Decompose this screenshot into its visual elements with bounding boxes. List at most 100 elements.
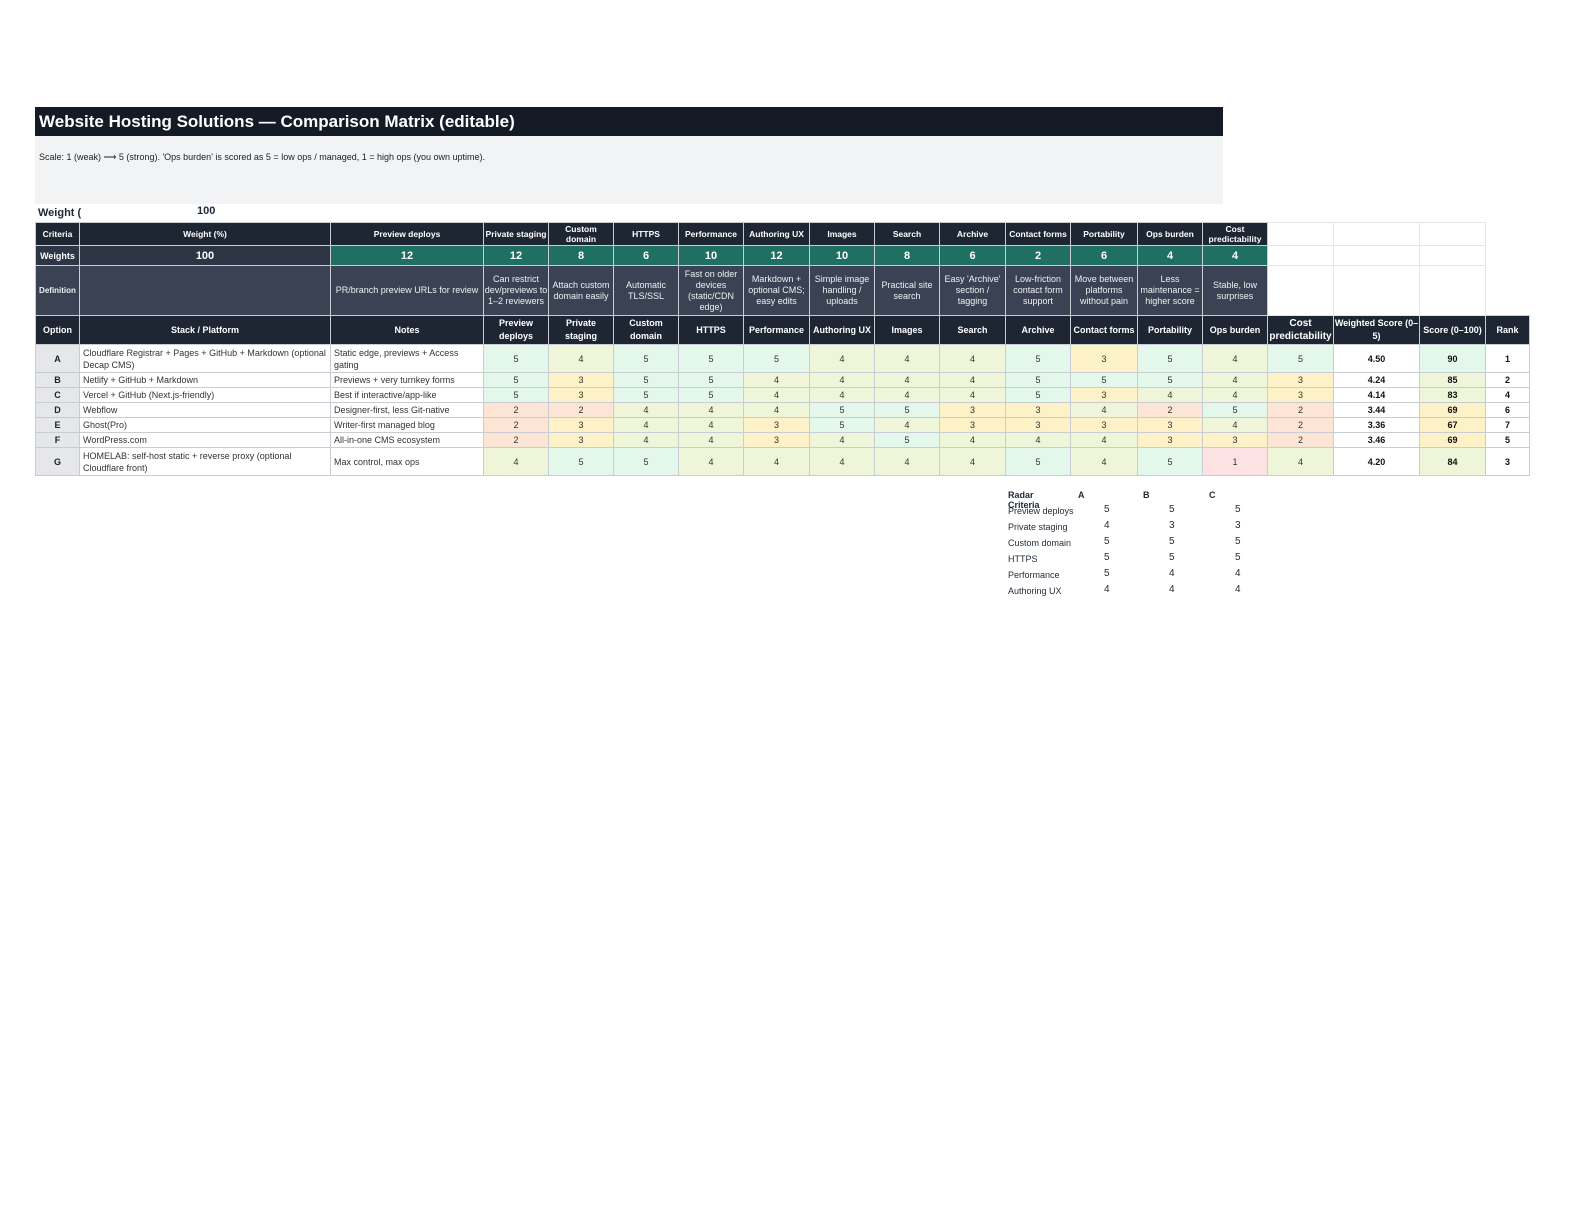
score-cell[interactable]: 4 xyxy=(678,402,744,418)
score-cell[interactable]: 4 xyxy=(743,387,810,403)
empty-cell[interactable] xyxy=(1333,245,1420,266)
score-cell[interactable]: 4 xyxy=(809,372,875,388)
score-cell[interactable]: 4 xyxy=(613,417,679,433)
score-cell[interactable]: 5 xyxy=(483,387,549,403)
score-cell[interactable]: 5 xyxy=(1202,402,1268,418)
score-cell[interactable]: 5 xyxy=(613,344,679,373)
score-cell[interactable]: 4 xyxy=(743,402,810,418)
empty-cell[interactable] xyxy=(1267,222,1334,246)
radar-value[interactable]: 5 xyxy=(1169,536,1175,547)
score-cell[interactable]: 5 xyxy=(613,447,679,476)
score-cell[interactable]: 4 xyxy=(678,432,744,448)
score-cell[interactable]: 3 xyxy=(1137,417,1203,433)
score-cell[interactable]: 3 xyxy=(1202,432,1268,448)
radar-value[interactable]: 4 xyxy=(1235,568,1241,579)
score-cell[interactable]: 4 xyxy=(613,432,679,448)
score-cell[interactable]: 4 xyxy=(809,387,875,403)
score-cell[interactable]: 4 xyxy=(809,447,875,476)
score-cell[interactable]: 1 xyxy=(1202,447,1268,476)
score-cell[interactable]: 3 xyxy=(743,417,810,433)
score-cell[interactable]: 3 xyxy=(743,432,810,448)
notes-cell[interactable]: Previews + very turnkey forms xyxy=(330,372,484,388)
score-cell[interactable]: 2 xyxy=(483,402,549,418)
score-cell[interactable]: 3 xyxy=(1137,432,1203,448)
score-cell[interactable]: 4 xyxy=(743,372,810,388)
score-cell[interactable]: 4 xyxy=(743,447,810,476)
radar-value[interactable]: 5 xyxy=(1104,504,1110,515)
notes-cell[interactable]: Designer-first, less Git-native xyxy=(330,402,484,418)
score-cell[interactable]: 5 xyxy=(1137,447,1203,476)
weight-cell[interactable]: 10 xyxy=(678,245,744,266)
score-cell[interactable]: 5 xyxy=(809,402,875,418)
stack-cell[interactable]: Webflow xyxy=(79,402,331,418)
score-cell[interactable]: 5 xyxy=(483,372,549,388)
stack-cell[interactable]: HOMELAB: self-host static + reverse prox… xyxy=(79,447,331,476)
radar-value[interactable]: 5 xyxy=(1169,504,1175,515)
score-cell[interactable]: 3 xyxy=(548,417,614,433)
radar-value[interactable]: 4 xyxy=(1104,520,1110,531)
weight-cell[interactable]: 8 xyxy=(548,245,614,266)
score-cell[interactable]: 4 xyxy=(1202,417,1268,433)
score-cell[interactable]: 4 xyxy=(483,447,549,476)
score-cell[interactable]: 4 xyxy=(1137,387,1203,403)
score-cell[interactable]: 4 xyxy=(1202,387,1268,403)
score-cell[interactable]: 3 xyxy=(1005,402,1071,418)
weight-cell[interactable]: 12 xyxy=(330,245,484,266)
notes-cell[interactable]: Best if interactive/app-like xyxy=(330,387,484,403)
score-cell[interactable]: 5 xyxy=(1137,344,1203,373)
score-cell[interactable]: 5 xyxy=(548,447,614,476)
score-cell[interactable]: 5 xyxy=(743,344,810,373)
score-cell[interactable]: 2 xyxy=(1137,402,1203,418)
score-cell[interactable]: 4 xyxy=(874,372,940,388)
score-cell[interactable]: 2 xyxy=(1267,432,1334,448)
weight-cell[interactable]: 2 xyxy=(1005,245,1071,266)
score-cell[interactable]: 3 xyxy=(548,372,614,388)
score-cell[interactable]: 4 xyxy=(1070,447,1138,476)
weight-cell[interactable]: 6 xyxy=(1070,245,1138,266)
radar-value[interactable]: 4 xyxy=(1169,584,1175,595)
score-cell[interactable]: 2 xyxy=(483,432,549,448)
score-cell[interactable]: 5 xyxy=(874,432,940,448)
radar-value[interactable]: 5 xyxy=(1235,504,1241,515)
stack-cell[interactable]: Ghost(Pro) xyxy=(79,417,331,433)
score-cell[interactable]: 3 xyxy=(548,432,614,448)
empty-cell[interactable] xyxy=(1267,245,1334,266)
empty-cell[interactable] xyxy=(1419,222,1486,246)
score-cell[interactable]: 4 xyxy=(1202,372,1268,388)
score-cell[interactable]: 5 xyxy=(1005,447,1071,476)
score-cell[interactable]: 2 xyxy=(548,402,614,418)
notes-cell[interactable]: Static edge, previews + Access gating xyxy=(330,344,484,373)
score-cell[interactable]: 4 xyxy=(678,447,744,476)
weight-total-value[interactable]: 100 xyxy=(197,205,216,217)
score-cell[interactable]: 3 xyxy=(939,402,1006,418)
score-cell[interactable]: 3 xyxy=(939,417,1006,433)
score-cell[interactable]: 5 xyxy=(613,387,679,403)
radar-value[interactable]: 5 xyxy=(1104,536,1110,547)
radar-value[interactable]: 3 xyxy=(1169,520,1175,531)
notes-cell[interactable]: Max control, max ops xyxy=(330,447,484,476)
score-cell[interactable]: 3 xyxy=(1070,344,1138,373)
score-cell[interactable]: 4 xyxy=(1070,432,1138,448)
score-cell[interactable]: 4 xyxy=(939,344,1006,373)
stack-cell[interactable]: Netlify + GitHub + Markdown xyxy=(79,372,331,388)
radar-value[interactable]: 5 xyxy=(1235,552,1241,563)
score-cell[interactable]: 5 xyxy=(1005,344,1071,373)
stack-cell[interactable]: Cloudflare Registrar + Pages + GitHub + … xyxy=(79,344,331,373)
score-cell[interactable]: 4 xyxy=(874,344,940,373)
score-cell[interactable]: 4 xyxy=(548,344,614,373)
score-cell[interactable]: 5 xyxy=(874,402,940,418)
score-cell[interactable]: 4 xyxy=(874,387,940,403)
radar-value[interactable]: 5 xyxy=(1169,552,1175,563)
weight-cell[interactable]: 4 xyxy=(1137,245,1203,266)
score-cell[interactable]: 4 xyxy=(874,447,940,476)
radar-value[interactable]: 5 xyxy=(1104,552,1110,563)
score-cell[interactable]: 4 xyxy=(939,447,1006,476)
score-cell[interactable]: 5 xyxy=(809,417,875,433)
notes-cell[interactable]: All-in-one CMS ecosystem xyxy=(330,432,484,448)
score-cell[interactable]: 4 xyxy=(809,344,875,373)
score-cell[interactable]: 5 xyxy=(1005,372,1071,388)
weight-cell[interactable]: 6 xyxy=(613,245,679,266)
radar-value[interactable]: 4 xyxy=(1104,584,1110,595)
score-cell[interactable]: 5 xyxy=(678,344,744,373)
score-cell[interactable]: 2 xyxy=(1267,417,1334,433)
